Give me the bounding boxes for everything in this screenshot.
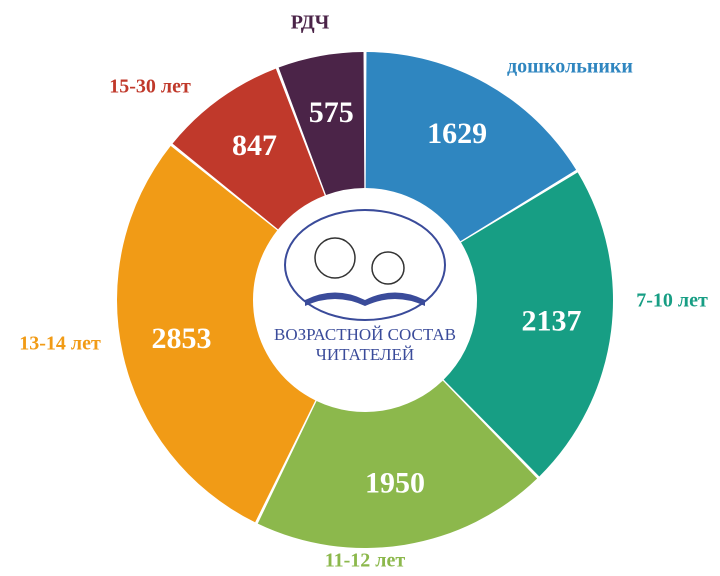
category-label: 13-14 лет	[19, 333, 101, 355]
slice	[365, 52, 577, 242]
value-label: 2853	[152, 322, 212, 355]
logo-ring	[284, 209, 446, 321]
center-text: ВОЗРАСТНОЙ СОСТАВ	[274, 325, 456, 344]
slice	[257, 380, 538, 548]
logo	[284, 209, 446, 321]
value-label: 2137	[522, 304, 582, 337]
slice	[443, 172, 613, 477]
category-label: 11-12 лет	[325, 550, 406, 572]
category-label: дошкольники	[507, 56, 633, 78]
slice	[172, 68, 325, 230]
category-label: 15-30 лет	[109, 76, 191, 98]
slice	[116, 145, 316, 523]
value-label: 847	[232, 129, 277, 162]
center-text: ЧИТАТЕЛЕЙ	[316, 345, 414, 364]
slice	[278, 52, 365, 196]
logo-child	[371, 251, 405, 285]
category-label: РДЧ	[291, 12, 330, 34]
value-label: 1950	[365, 466, 425, 499]
logo-book	[305, 292, 425, 306]
value-label: 575	[309, 96, 354, 129]
value-label: 1629	[427, 117, 487, 150]
logo-child	[314, 237, 356, 279]
category-label: 7-10 лет	[636, 290, 708, 312]
